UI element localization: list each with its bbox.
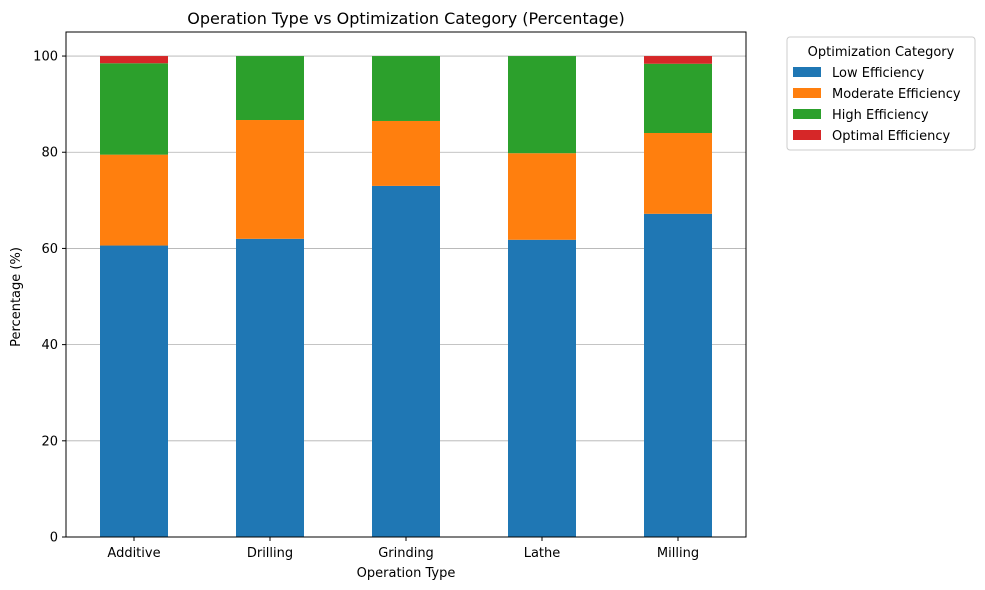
legend-label: Moderate Efficiency: [832, 87, 961, 102]
bar-segment: [644, 213, 712, 538]
bar-segment: [236, 56, 304, 121]
bar-segment: [236, 120, 304, 239]
bar-segment: [100, 56, 168, 64]
bar-segment: [372, 185, 440, 537]
legend-swatch: [793, 88, 821, 98]
bar-segment: [236, 238, 304, 538]
legend-swatch: [793, 67, 821, 77]
bar-segment: [644, 63, 712, 133]
legend-label: High Efficiency: [832, 108, 929, 123]
x-tick-label: Drilling: [247, 546, 293, 561]
bar-segment: [372, 120, 440, 186]
y-tick-label: 80: [41, 146, 58, 161]
chart-title: Operation Type vs Optimization Category …: [187, 9, 625, 28]
bar-segment: [100, 63, 168, 155]
legend-label: Low Efficiency: [832, 66, 925, 81]
bar-segment: [508, 239, 576, 537]
bar-segment: [372, 56, 440, 121]
legend-box: [786, 36, 976, 151]
y-tick-label: 100: [33, 50, 58, 65]
x-tick-label: Milling: [657, 546, 699, 561]
y-tick-label: 40: [41, 338, 58, 353]
bars: [100, 56, 712, 538]
legend-title: Optimization Category: [808, 45, 955, 60]
x-tick-label: Grinding: [378, 546, 434, 561]
legend: Optimization Category Low Efficiency Mode…: [786, 36, 976, 151]
axis-ticks: 0 20 40 60 80 100 Additive Drilling Grinding Lath…: [33, 50, 699, 561]
y-axis-label: Percentage (%): [9, 247, 24, 347]
bar-segment: [100, 245, 168, 538]
legend-label: Optimal Efficiency: [832, 129, 950, 144]
bar-segment: [508, 153, 576, 240]
x-axis-label: Operation Type: [357, 566, 456, 581]
bar-segment: [100, 154, 168, 246]
y-tick-label: 60: [41, 242, 58, 257]
legend-items: Low Efficiency Moderate Efficiency High Ef…: [793, 66, 961, 144]
bar-segment: [644, 56, 712, 64]
bar-segment: [644, 133, 712, 214]
bar-segment: [508, 56, 576, 154]
y-tick-label: 0: [50, 531, 58, 546]
legend-swatch: [793, 109, 821, 119]
x-tick-label: Lathe: [524, 546, 561, 561]
y-tick-label: 20: [41, 434, 58, 449]
legend-swatch: [793, 130, 821, 140]
x-tick-label: Additive: [107, 546, 160, 561]
